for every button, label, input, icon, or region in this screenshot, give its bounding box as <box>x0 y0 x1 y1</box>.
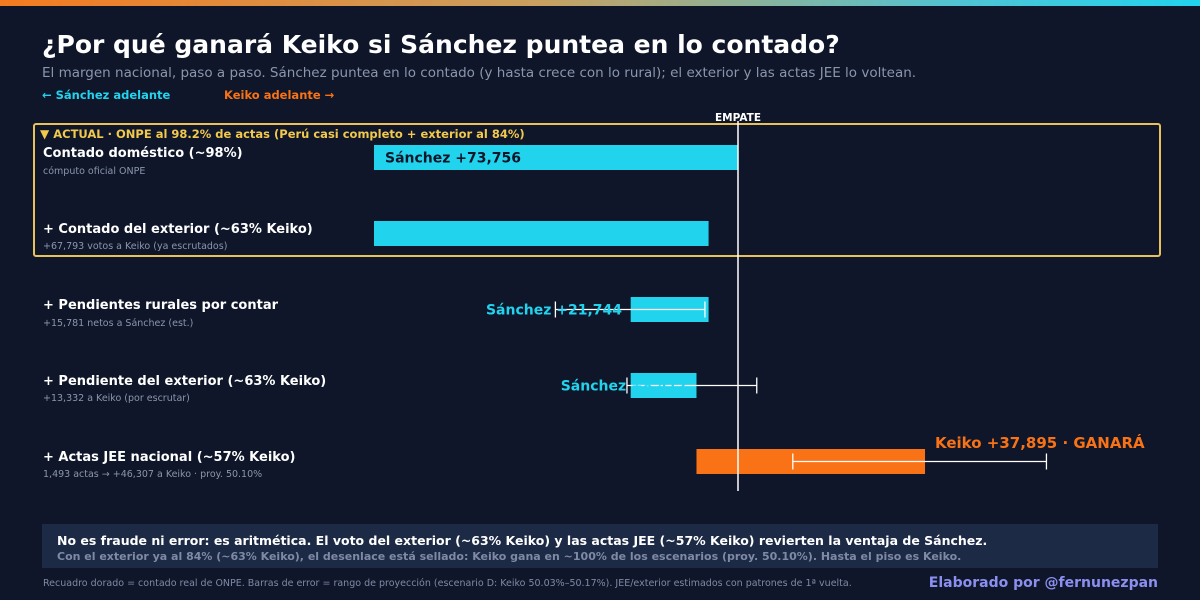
page-title: ¿Por qué ganará Keiko si Sánchez puntea … <box>42 30 840 59</box>
top-gradient-bar <box>0 0 1200 6</box>
value-labels-layer: Sánchez +73,756 Sánchez +5,963 Sánchez +21… <box>385 151 1145 453</box>
row-sublabel-jee: 1,493 actas → +46,307 a Keiko · proy. 50… <box>43 469 263 480</box>
author-credit[interactable]: Elaborado por @fernunezpan <box>928 575 1158 591</box>
footnote: Recuadro dorado = contado real de ONPE. … <box>43 578 852 589</box>
row-label-jee: + Actas JEE nacional (~57% Keiko) <box>43 450 296 465</box>
legend-keiko-ahead: Keiko adelante → <box>224 88 335 102</box>
actual-count-box <box>33 123 1161 257</box>
conclusion-sub: Con el exterior ya al 84% (~63% Keiko), … <box>57 550 962 563</box>
value-label-2: Sánchez +21,744 <box>486 303 622 319</box>
row-sublabel-domestic: cómputo oficial ONPE <box>43 166 146 177</box>
conclusion-box <box>42 524 1158 568</box>
row-label-rural-pending: + Pendientes rurales por contar <box>43 298 278 313</box>
row-sublabel-rural-pending: +15,781 netos a Sánchez (est.) <box>43 318 194 329</box>
value-label-3: Sánchez +8,412 <box>561 379 687 395</box>
page-subtitle: El margen nacional, paso a paso. Sánchez… <box>42 65 917 81</box>
error-bars-layer <box>554 301 1048 470</box>
value-label-0: Sánchez +73,756 <box>385 151 521 167</box>
zero-axis-label: EMPATE <box>715 112 761 124</box>
triangle-down-icon: ▼ <box>40 127 50 141</box>
row-label-domestic: Contado doméstico (~98%) <box>43 146 243 161</box>
value-label-1: Sánchez +5,963 <box>573 227 699 243</box>
bar-1 <box>374 221 709 246</box>
value-label-4: Keiko +37,895 · GANARÁ <box>935 433 1145 452</box>
error-bar-2 <box>554 301 706 318</box>
conclusion-main: No es fraude ni error: es aritmética. El… <box>57 533 988 548</box>
row-label-abroad-counted: + Contado del exterior (~63% Keiko) <box>43 222 313 237</box>
row-sublabel-abroad-counted: +67,793 votos a Keiko (ya escrutados) <box>43 241 228 252</box>
actual-box-label: ▼ ACTUAL · ONPE al 98.2% de actas (Perú c… <box>40 127 525 141</box>
error-bar-3 <box>626 377 758 394</box>
error-bar-4 <box>792 453 1048 470</box>
actual-box-label-text: ACTUAL · ONPE al 98.2% de actas (Perú ca… <box>53 127 525 141</box>
row-sublabel-abroad-pending: +13,332 a Keiko (por escrutar) <box>43 393 190 404</box>
row-label-abroad-pending: + Pendiente del exterior (~63% Keiko) <box>43 374 327 389</box>
legend-sanchez-ahead: ← Sánchez adelante <box>42 88 171 102</box>
bar-0 <box>374 145 738 170</box>
bars-layer <box>374 145 926 474</box>
